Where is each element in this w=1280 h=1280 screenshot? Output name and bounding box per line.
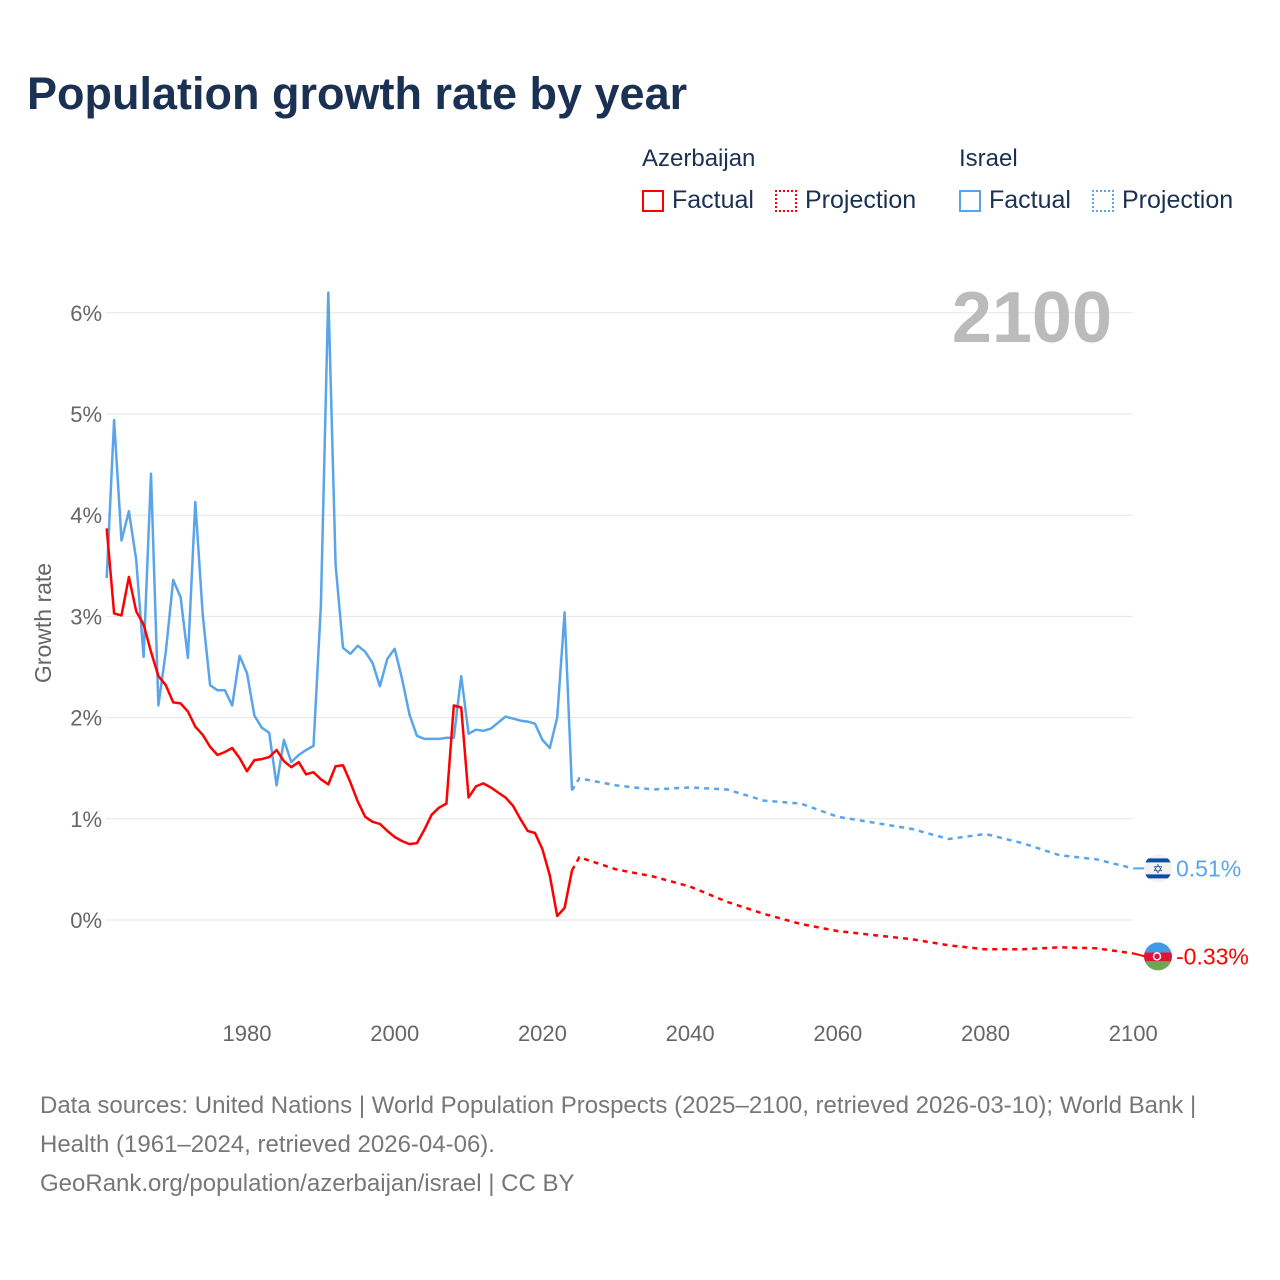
y-tick-label: 4%: [70, 503, 102, 528]
y-tick-label: 1%: [70, 807, 102, 832]
azerbaijan-flag-icon: [1144, 942, 1172, 971]
legend-group-azerbaijan: Azerbaijan: [642, 145, 756, 172]
legend-swatch-dotted: [1092, 189, 1114, 212]
x-tick-label: 1980: [223, 1021, 272, 1046]
y-tick-label: 6%: [70, 301, 102, 326]
x-tick-label: 2040: [666, 1021, 715, 1046]
end-value-label: 0.51%: [1176, 855, 1241, 881]
legend-swatch-solid: [959, 189, 981, 212]
legend-swatch-solid: [642, 189, 664, 212]
year-watermark: 2100: [952, 278, 1112, 358]
y-tick-label: 5%: [70, 402, 102, 427]
chart-title: Population growth rate by year: [27, 68, 688, 119]
y-axis-label: Growth rate: [30, 563, 56, 683]
legend-label: Projection: [1122, 186, 1234, 214]
legend-label: Factual: [672, 186, 754, 214]
x-tick-label: 2100: [1109, 1021, 1158, 1046]
series-line-israel-factual: [105, 291, 574, 791]
israel-flag-icon: ✡: [1144, 854, 1172, 883]
x-tick-label: 2080: [961, 1021, 1010, 1046]
x-tick-label: 2020: [518, 1021, 567, 1046]
legend-group-israel: Israel: [959, 145, 1018, 172]
end-connector: [1132, 952, 1146, 958]
legend-label: Projection: [805, 186, 917, 214]
y-tick-label: 0%: [70, 908, 102, 933]
source-link[interactable]: GeoRank.org/population/azerbaijan/israel…: [40, 1170, 575, 1197]
y-tick-label: 3%: [70, 604, 102, 629]
data-sources: Data sources: United Nations | World Pop…: [40, 1092, 1197, 1158]
end-value-label: -0.33%: [1176, 943, 1249, 969]
series-line-israel-projection: [570, 776, 1134, 870]
legend-label: Factual: [989, 186, 1071, 214]
legend-israel-projection[interactable]: Projection: [1092, 186, 1233, 215]
y-tick-label: 2%: [70, 706, 102, 731]
legend-israel-factual[interactable]: Factual: [959, 186, 1071, 215]
footer: Data sources: United Nations | World Pop…: [40, 1086, 1240, 1203]
legend-azerbaijan-factual[interactable]: Factual: [642, 186, 754, 215]
x-tick-label: 2060: [813, 1021, 862, 1046]
legend-swatch-dotted: [775, 189, 797, 212]
series-line-azerbaijan-factual: [105, 528, 574, 918]
x-tick-label: 2000: [370, 1021, 419, 1046]
series-line-azerbaijan-projection: [570, 855, 1134, 955]
legend-azerbaijan-projection[interactable]: Projection: [775, 186, 916, 215]
svg-text:✡: ✡: [1153, 862, 1164, 877]
